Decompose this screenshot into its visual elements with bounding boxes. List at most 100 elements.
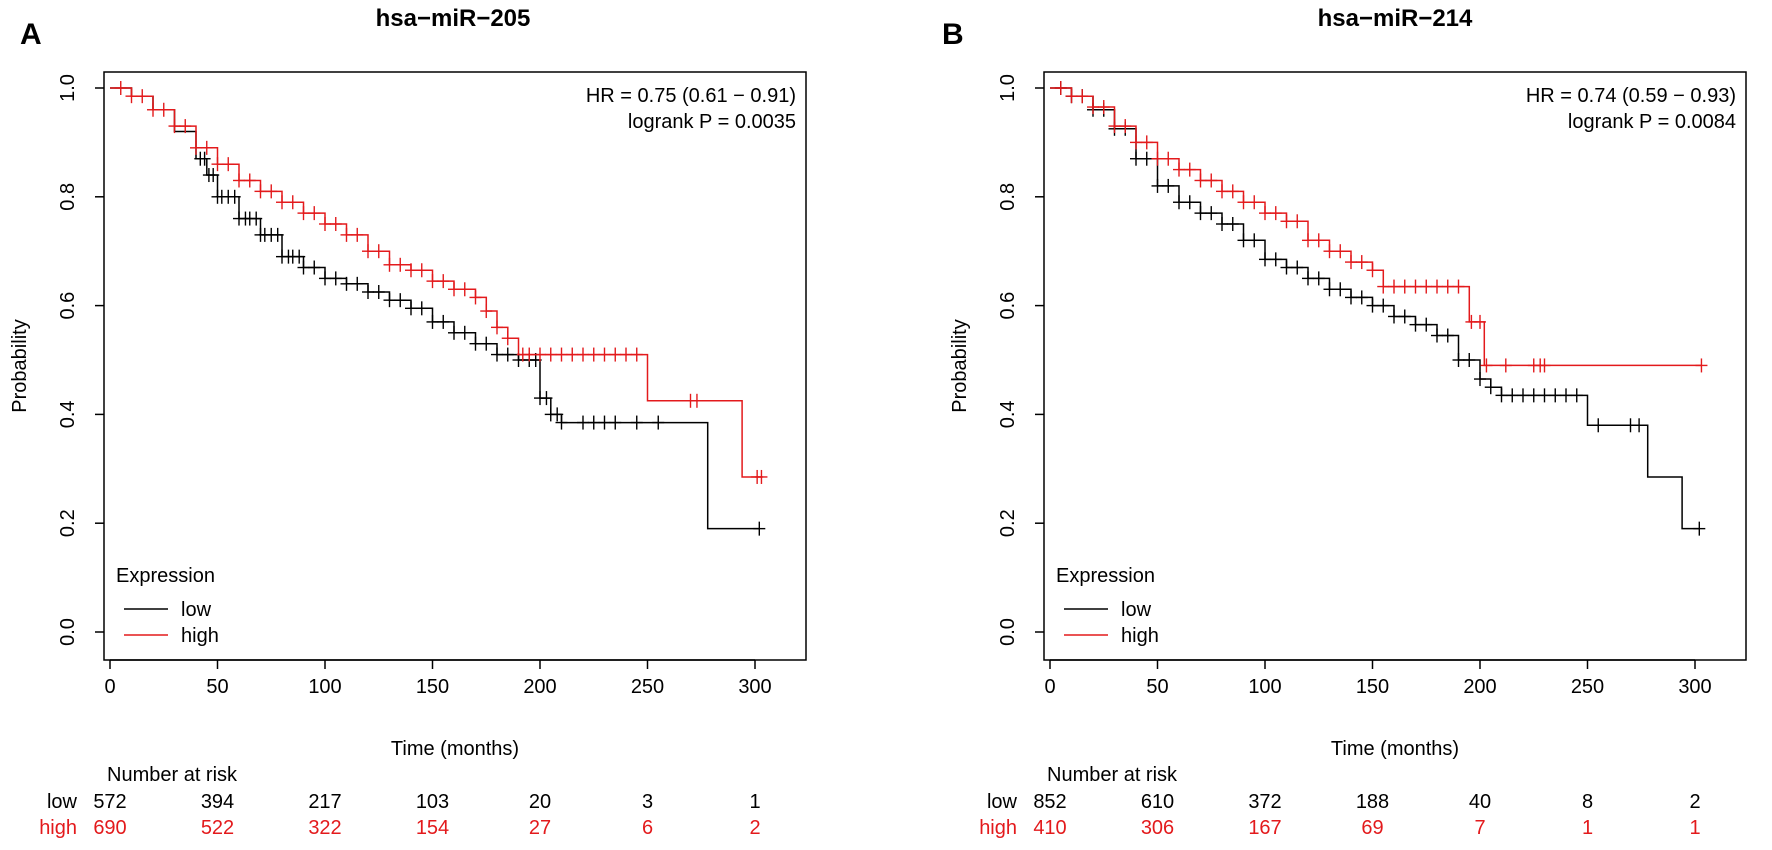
hr-annotation: HR = 0.74 (0.59 − 0.93)	[1526, 85, 1736, 107]
censor-mark-high	[1087, 100, 1099, 115]
risk-values: 572 394 217 103 20 3 1 690 522 322 154 27 6 2	[93, 791, 760, 839]
censor-mark-low	[426, 314, 439, 329]
censor-mark-low	[1484, 380, 1497, 395]
censor-mark-low	[1183, 195, 1196, 210]
y-tick-label: 0.4	[57, 400, 79, 428]
censor-mark-low	[480, 336, 493, 351]
censor-mark-high	[147, 102, 159, 117]
x-tick-label: 250	[631, 676, 664, 698]
censor-mark-high	[587, 347, 600, 362]
censor-mark-high	[491, 320, 503, 335]
censor-mark-low	[1269, 252, 1282, 267]
censor-mark-high	[1108, 119, 1121, 134]
censor-mark-low	[1570, 388, 1583, 403]
x-tick-label: 0	[104, 676, 115, 698]
y-tick-label: 0.8	[997, 183, 1019, 211]
censor-mark-high	[1162, 151, 1175, 166]
censor-mark-high	[222, 157, 235, 172]
x-axis-label: Time (months)	[1331, 738, 1459, 760]
censor-mark-low	[319, 271, 331, 286]
censor-mark-high	[362, 244, 374, 259]
censor-mark-high	[136, 89, 149, 104]
censor-mark-high	[233, 173, 245, 188]
risk-value-low: 852	[1033, 791, 1066, 813]
x-axis: 0 50 100 150 200 250 300	[1044, 659, 1712, 698]
censor-mark-high	[1065, 89, 1078, 104]
censor-mark-high	[1226, 184, 1239, 199]
censor-mark-high	[1366, 263, 1379, 278]
censor-mark-low	[1162, 178, 1175, 193]
censor-mark-low	[1538, 388, 1551, 403]
censor-mark-low	[1226, 217, 1239, 231]
censor-mark-high	[1205, 173, 1218, 188]
censor-mark-high	[426, 274, 439, 289]
censor-mark-low	[652, 415, 665, 430]
censor-mark-low	[1693, 521, 1706, 536]
censor-mark-high	[609, 347, 622, 362]
censor-mark-high	[243, 173, 256, 188]
x-tick-label: 250	[1571, 676, 1604, 698]
survival-curves	[1050, 81, 1708, 536]
censor-mark-low	[271, 227, 284, 242]
censor-mark-low	[1452, 353, 1465, 367]
risk-value-high: 306	[1141, 817, 1174, 839]
x-tick-label: 100	[308, 676, 341, 698]
x-tick-label: 300	[1678, 676, 1711, 698]
risk-value-low: 20	[529, 791, 551, 813]
censor-mark-high	[394, 257, 407, 272]
censor-mark-high	[1409, 279, 1422, 294]
censor-mark-high	[469, 290, 482, 305]
censor-mark-high	[168, 119, 181, 134]
y-tick-label: 0.6	[57, 292, 79, 320]
censor-mark-low	[753, 521, 766, 536]
legend-title: Expression	[1056, 565, 1155, 587]
censor-mark-low	[1345, 290, 1357, 305]
y-axis-label: Probability	[9, 319, 31, 412]
censor-mark-low	[415, 301, 428, 316]
censor-mark-high	[1140, 135, 1153, 150]
censor-mark-high	[534, 347, 546, 362]
censor-mark-high	[555, 347, 568, 362]
censor-mark-low	[198, 151, 211, 166]
censor-mark-high	[1431, 279, 1443, 294]
risk-value-low: 217	[308, 791, 341, 813]
censor-mark-high	[1248, 195, 1261, 210]
censor-mark-low	[1388, 309, 1400, 324]
x-axis: 0 50 100 150 200 250 300	[104, 659, 772, 698]
censor-mark-high	[157, 102, 170, 117]
censor-mark-low	[1506, 388, 1519, 403]
censor-mark-low	[1366, 298, 1379, 313]
censor-mark-low	[362, 285, 374, 299]
censor-mark-high	[297, 206, 310, 221]
logrank-annotation: logrank P = 0.0035	[628, 111, 796, 133]
censor-mark-high	[125, 89, 138, 104]
panel-b: B hsa−miR−214 0 50 100 150 200 250 300 0.00.20…	[942, 5, 1747, 839]
censor-mark-low	[1237, 233, 1250, 248]
censor-mark-low	[329, 271, 342, 286]
legend-high-label: high	[1121, 625, 1159, 647]
censor-mark-high	[1499, 358, 1512, 373]
censor-mark-low	[1323, 282, 1336, 297]
censor-mark-low	[501, 347, 514, 362]
censor-mark-high	[1474, 314, 1486, 329]
censor-mark-high	[1388, 279, 1400, 294]
censor-mark-low	[540, 391, 553, 406]
survival-curve-high	[110, 87, 762, 478]
censor-mark-high	[190, 140, 202, 155]
censor-mark-low	[340, 276, 353, 291]
risk-value-low: 40	[1469, 791, 1491, 813]
censor-mark-low	[1312, 271, 1325, 286]
x-axis-label: Time (months)	[391, 738, 519, 760]
censor-mark-high	[501, 331, 514, 346]
censor-mark-high	[630, 347, 643, 362]
censor-mark-low	[1495, 388, 1508, 403]
censor-mark-low	[250, 211, 263, 226]
x-tick-label: 100	[1248, 676, 1281, 698]
censor-mark-high	[1097, 100, 1110, 115]
censor-mark-high	[286, 195, 299, 210]
censor-mark-low	[1633, 418, 1646, 433]
censor-mark-high	[544, 347, 557, 362]
censor-mark-high	[383, 257, 396, 272]
x-tick-label: 150	[1356, 676, 1389, 698]
censor-mark-high	[1538, 358, 1551, 373]
